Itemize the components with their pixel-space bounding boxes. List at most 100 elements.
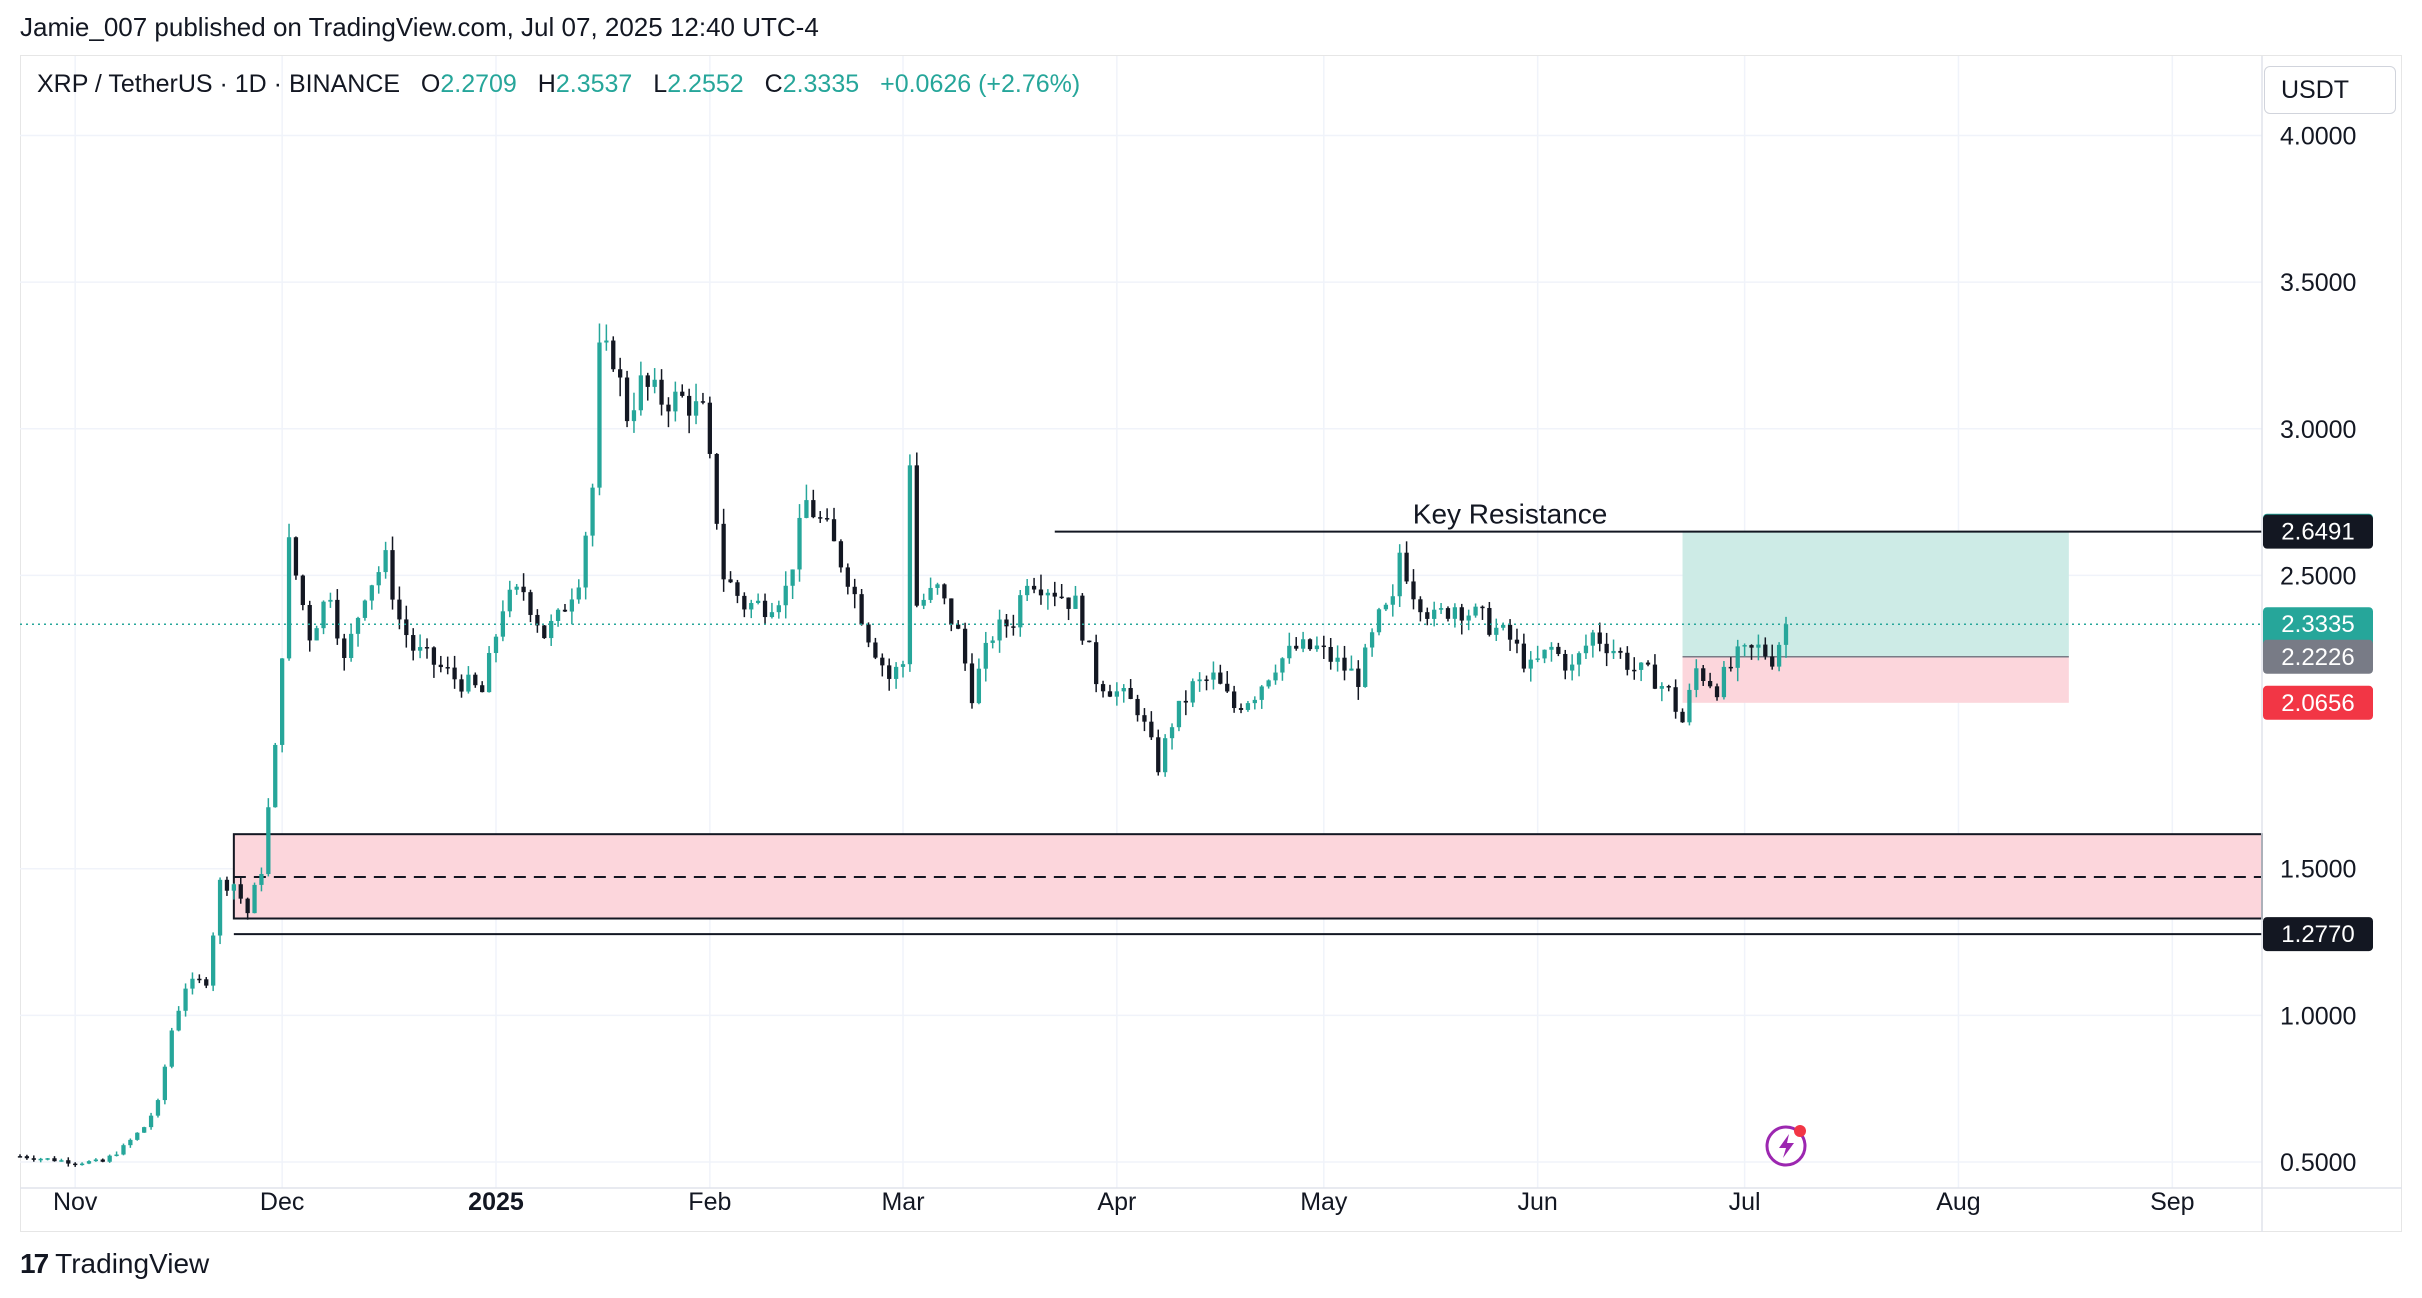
candle-up [1397, 552, 1402, 597]
candle-up [500, 611, 506, 637]
candle-down [1004, 619, 1009, 627]
candle-up [466, 674, 471, 692]
candle-up [769, 612, 775, 618]
candle-down [204, 979, 209, 986]
candle-down [17, 1156, 23, 1158]
candles-layer [17, 323, 1789, 1167]
candle-down [1059, 596, 1064, 599]
candle-down [1149, 721, 1154, 738]
x-tick-label: Feb [688, 1188, 731, 1216]
candle-up [121, 1145, 126, 1155]
close-key: C [764, 70, 783, 98]
candle-down [1480, 606, 1485, 609]
candle-down [438, 664, 443, 668]
candle-up [169, 1030, 174, 1067]
candle-down [873, 642, 878, 658]
candle-down [1135, 698, 1140, 716]
candle-up [1211, 672, 1216, 680]
candle-up [990, 640, 995, 643]
candle-down [1459, 607, 1464, 621]
candle-up [1473, 606, 1478, 616]
candle-down [824, 518, 830, 520]
lightning-icon [1765, 1125, 1807, 1167]
candle-down [1763, 644, 1768, 657]
price-label-text: 1.2770 [2281, 921, 2354, 948]
x-tick-label: Jul [1729, 1188, 1761, 1216]
candle-down [1031, 585, 1037, 590]
open-key: O [420, 70, 441, 98]
candle-up [286, 537, 292, 659]
publisher-line: Jamie_007 published on TradingView.com, … [20, 12, 819, 42]
candle-down [818, 517, 823, 519]
candle-up [45, 1158, 50, 1160]
candle-down [1142, 715, 1147, 722]
candle-up [1376, 609, 1382, 633]
tradingview-logo: 17 [20, 1248, 49, 1279]
candle-down [645, 375, 650, 387]
candle-up [93, 1159, 99, 1162]
candle-up [348, 633, 354, 658]
candle-down [1673, 687, 1678, 712]
candle-up [797, 517, 802, 570]
candle-down [424, 647, 430, 649]
candle-down [1294, 645, 1299, 649]
change-value: +0.0626 (+2.76%) [880, 70, 1081, 98]
candle-down [1618, 650, 1623, 653]
candle-up [266, 807, 271, 875]
candle-down [852, 586, 857, 595]
candle-down [866, 624, 871, 643]
candle-up [693, 401, 699, 416]
footer-brand[interactable]: 17 TradingView [20, 1248, 209, 1280]
lightning-icon-dot [1794, 1125, 1806, 1137]
candle-down [942, 584, 947, 599]
candle-down [528, 592, 533, 615]
y-tick-label: 4.0000 [2280, 122, 2356, 150]
candle-down [1556, 646, 1561, 654]
candle-up [604, 340, 609, 343]
candle-up [86, 1161, 92, 1164]
candle-up [1073, 595, 1078, 609]
candle-down [1100, 684, 1106, 692]
candle-down [238, 884, 243, 899]
candle-up [1018, 595, 1023, 628]
candle-down [962, 628, 968, 664]
y-tick-label: 3.5000 [2280, 269, 2356, 297]
symbol-label[interactable]: XRP / TetherUS · 1D · BINANCE [37, 70, 401, 98]
x-tick-label: May [1300, 1188, 1348, 1216]
candle-up [1659, 686, 1664, 689]
candle-down [562, 609, 568, 612]
candle-up [907, 465, 913, 665]
candle-up [1266, 680, 1271, 687]
candle-down [1080, 595, 1085, 641]
price-label-black [2263, 917, 2373, 952]
candle-up [493, 636, 499, 654]
candle-up [190, 978, 195, 989]
candle-up [486, 653, 492, 693]
candle-up [1252, 699, 1257, 704]
candle-down [1038, 589, 1044, 596]
candle-up [142, 1127, 147, 1133]
open-value: 2.2709 [440, 70, 517, 98]
candle-down [1507, 624, 1513, 640]
candle-up [148, 1115, 154, 1128]
candle-down [1604, 643, 1609, 654]
candle-up [1687, 689, 1692, 723]
candle-down [1411, 581, 1416, 600]
chart-frame [20, 55, 2402, 1232]
candle-down [1563, 653, 1568, 671]
long-target-zone [1682, 530, 2069, 657]
candle-up [804, 500, 809, 518]
candle-up [1169, 727, 1175, 739]
candle-down [1714, 686, 1720, 698]
candle-down [687, 395, 692, 416]
candle-up [376, 572, 381, 586]
candle-up [1466, 615, 1471, 621]
candle-down [1356, 668, 1361, 687]
candle-up [1742, 645, 1747, 647]
currency-selector[interactable]: USDT [2264, 66, 2396, 114]
candle-down [611, 340, 616, 370]
ohlc-legend[interactable]: XRP / TetherUS · 1D · BINANCE O2.2709 H2… [37, 70, 1094, 99]
candle-down [707, 402, 712, 454]
candle-up [1528, 659, 1533, 669]
